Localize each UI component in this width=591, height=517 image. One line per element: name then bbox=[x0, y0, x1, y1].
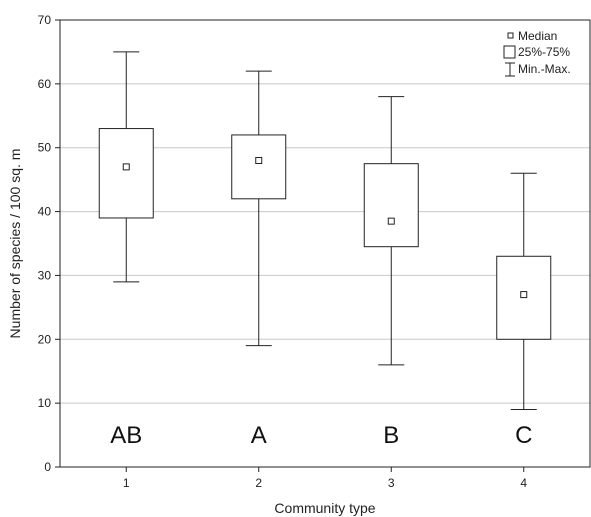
legend-median-label: Median bbox=[518, 29, 557, 43]
group-letter: AB bbox=[110, 422, 142, 449]
x-tick-label: 4 bbox=[520, 476, 527, 490]
box-category-4 bbox=[496, 172, 552, 411]
legend-median-symbol bbox=[507, 32, 514, 39]
y-tick-label: 30 bbox=[38, 268, 52, 282]
median-marker bbox=[255, 156, 263, 164]
axes: 0 10 20 30 40 50 60 70 1 2 3 4 bbox=[38, 13, 591, 490]
iqr-box bbox=[231, 134, 287, 200]
boxes bbox=[98, 51, 552, 411]
median-marker bbox=[122, 163, 130, 171]
x-tick-label: 1 bbox=[123, 476, 130, 490]
iqr-box bbox=[98, 128, 154, 219]
y-tick-label: 60 bbox=[38, 77, 52, 91]
y-axis-title: Number of species / 100 sq. m bbox=[7, 149, 23, 339]
box-category-3 bbox=[363, 96, 419, 366]
y-tick-label: 10 bbox=[38, 396, 52, 410]
y-tick-label: 70 bbox=[38, 13, 52, 27]
group-letter: A bbox=[251, 422, 267, 449]
legend-whisker-symbol bbox=[505, 62, 515, 77]
group-letter: C bbox=[515, 422, 532, 449]
y-tick-label: 0 bbox=[44, 460, 51, 474]
group-letters: AB A B C bbox=[110, 422, 532, 449]
legend-box-symbol bbox=[503, 45, 516, 59]
iqr-box bbox=[363, 163, 419, 248]
group-letter: B bbox=[383, 422, 399, 449]
y-tick-label: 40 bbox=[38, 205, 52, 219]
box-category-2 bbox=[231, 70, 287, 347]
y-tick-label: 20 bbox=[38, 332, 52, 346]
median-marker bbox=[520, 291, 528, 299]
box-category-1 bbox=[98, 51, 154, 283]
x-tick-label: 3 bbox=[388, 476, 395, 490]
x-tick-label: 2 bbox=[255, 476, 262, 490]
legend-whisker-label: Min.-Max. bbox=[518, 62, 571, 76]
x-axis-title: Community type bbox=[274, 500, 375, 516]
y-tick-label: 50 bbox=[38, 141, 52, 155]
legend: Median 25%-75% Min.-Max. bbox=[503, 29, 571, 77]
plot-frame bbox=[59, 19, 591, 468]
median-marker bbox=[387, 217, 395, 225]
legend-box-label: 25%-75% bbox=[518, 45, 570, 59]
